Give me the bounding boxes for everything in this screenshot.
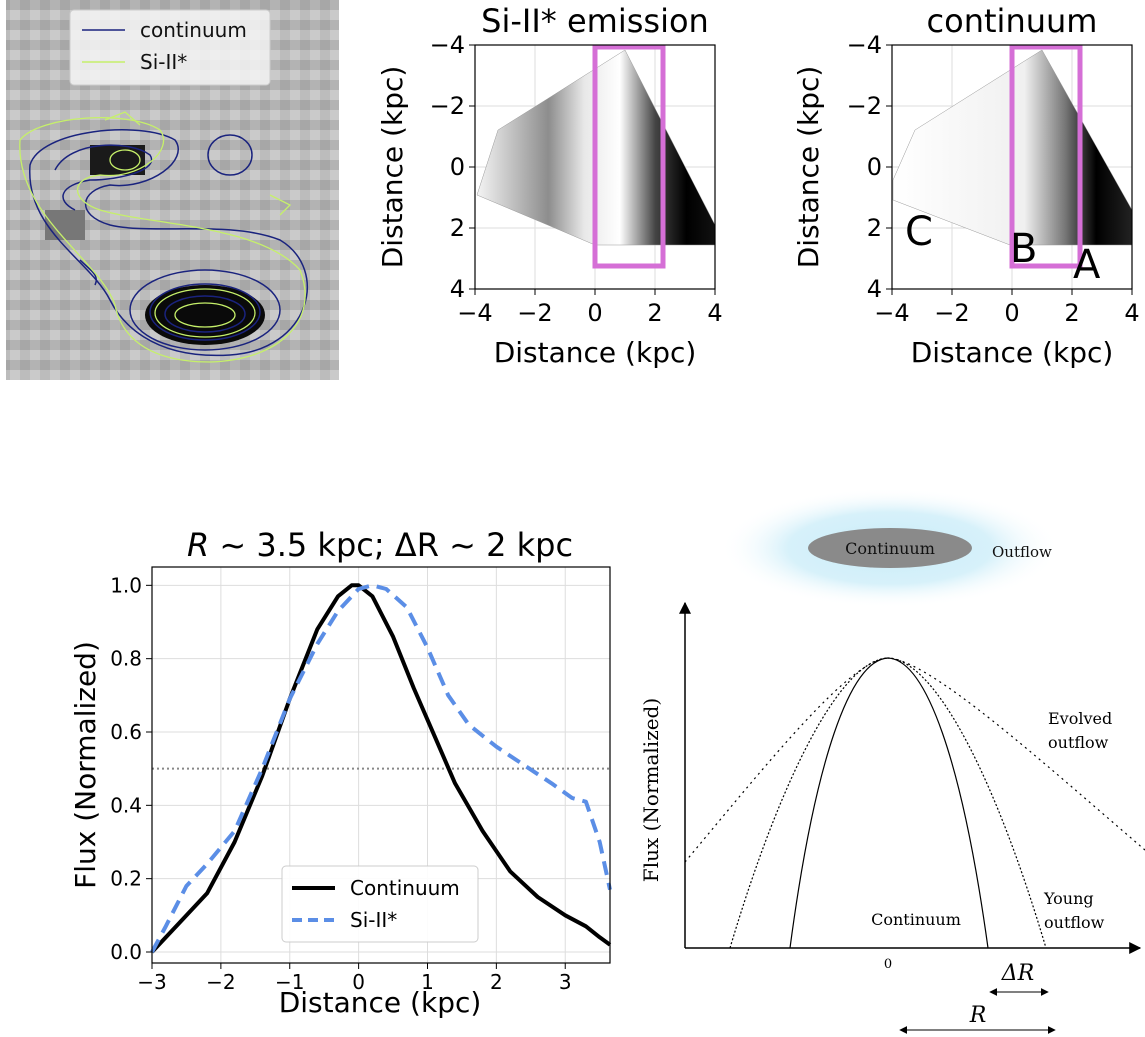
si-map-xtick-label: −4 <box>457 299 492 327</box>
profile-ylabel: Flux (Normalized) <box>69 641 102 889</box>
continuum-map-ytick-label: −4 <box>847 31 882 59</box>
continuum-map-xtick-label: 0 <box>1004 299 1019 327</box>
profile-series <box>150 583 612 954</box>
continuum-map-xticks: −4 −2 0 2 4 <box>874 289 1140 327</box>
continuum-map-title: continuum <box>927 2 1098 40</box>
si-map-xlabel: Distance (kpc) <box>494 336 697 369</box>
profile-xtick-label: 1 <box>421 970 434 994</box>
profile-xtick-label: 3 <box>559 970 572 994</box>
si-contours <box>19 111 306 363</box>
continuum-map-xtick-label: −4 <box>874 299 909 327</box>
dark-blobs <box>45 145 265 345</box>
profile-panel: R ~ 3.5 kpc; ΔR ~ 2 kpc −3 −2 −1 0 1 2 3 0.00.… <box>69 526 612 1019</box>
si-map-ytick-label: −4 <box>430 31 465 59</box>
profile-xticks: −3 −2 −1 0 1 2 3 <box>137 963 572 994</box>
profile-legend <box>281 865 479 943</box>
evolved-label-1: Evolved <box>1048 709 1112 728</box>
profile-legend-label-continuum: Continuum <box>350 876 460 900</box>
continuum-map-xtick-label: 4 <box>1124 299 1139 327</box>
si-series-line <box>150 583 612 953</box>
si-map-xtick-label: −2 <box>517 299 552 327</box>
continuum-map-box <box>1009 44 1083 269</box>
profile-yticks: 0.0 0.2 0.4 0.6 0.8 1.0 <box>110 573 152 964</box>
profile-ytick-label: 0.6 <box>110 720 142 744</box>
si-map-ylabel: Distance (kpc) <box>376 66 409 269</box>
si-map-yticks: −4 −2 0 2 4 <box>430 31 475 303</box>
continuum-map-panel: continuum A B C −4 −2 0 2 4 −4 −2 0 2 4 Distance… <box>792 2 1140 369</box>
continuum-map-ytick-label: 2 <box>867 214 882 242</box>
continuum-map-ytick-label: −2 <box>847 92 882 120</box>
image-panel: continuum Si-II* <box>6 0 339 380</box>
profile-legend-label-si: Si-II* <box>350 908 397 932</box>
continuum-map-xtick-label: −2 <box>934 299 969 327</box>
si-map-xtick-label: 0 <box>587 299 602 327</box>
label-a: A <box>1073 242 1101 288</box>
profile-title-dr: ΔR <box>395 526 439 564</box>
continuum-contours <box>29 129 308 357</box>
schematic-ylabel: Flux (Normalized) <box>639 698 663 882</box>
profile-ytick-label: 0.0 <box>110 940 142 964</box>
si-map-panel: Si-II* emission −4 −2 0 2 4 −4 −2 0 2 4 Distance… <box>376 2 723 369</box>
profile-xtick-label: −2 <box>206 970 235 994</box>
evolved-label-2: outflow <box>1048 733 1109 752</box>
profile-frame <box>151 566 611 964</box>
profile-title-end: ~ 2 kpc <box>439 526 573 564</box>
si-map-ytick-label: 4 <box>450 275 465 303</box>
si-map-title: Si-II* emission <box>481 2 709 40</box>
continuum-map-ytick-label: 4 <box>867 275 882 303</box>
profile-xtick-label: 2 <box>490 970 503 994</box>
legend-label-si: Si-II* <box>140 50 187 74</box>
si-map-xtick-label: 2 <box>647 299 662 327</box>
schematic-continuum-label: Continuum <box>871 910 961 929</box>
label-b: B <box>1010 226 1037 272</box>
schematic-xtick: 0 <box>884 957 892 972</box>
cloud-outflow-label: Outflow <box>992 543 1052 561</box>
legend-label-continuum: continuum <box>140 18 247 42</box>
continuum-curve <box>789 657 989 949</box>
profile-ytick-label: 0.2 <box>110 867 142 891</box>
continuum-map-yticks: −4 −2 0 2 4 <box>847 31 892 303</box>
si-map-ytick-label: −2 <box>430 92 465 120</box>
profile-ytick-label: 1.0 <box>110 573 142 597</box>
continuum-series-line <box>150 583 612 954</box>
si-map-ytick-label: 0 <box>450 153 465 181</box>
young-label-1: Young <box>1043 889 1094 908</box>
si-map-box <box>592 44 666 269</box>
profile-title-r: R <box>187 526 209 564</box>
continuum-ellipse <box>808 528 972 568</box>
profile-title-mid: ~ 3.5 kpc; <box>209 526 395 564</box>
continuum-map-ylabel: Distance (kpc) <box>792 66 825 269</box>
profile-ytick-label: 0.8 <box>110 647 142 671</box>
schematic-panel: Continuum Outflow Flux (Normalized) 0 Co… <box>639 488 1145 1034</box>
profile-xlabel: Distance (kpc) <box>279 986 482 1019</box>
label-c: C <box>905 209 933 255</box>
profile-xtick-label: −3 <box>137 970 166 994</box>
legend-box <box>69 9 271 86</box>
profile-xtick-label: −1 <box>275 970 304 994</box>
si-map-ytick-label: 2 <box>450 214 465 242</box>
si-map-xticks: −4 −2 0 2 4 <box>457 289 723 327</box>
young-outflow-curve <box>729 657 1047 949</box>
young-label-2: outflow <box>1044 913 1105 932</box>
continuum-map-xtick-label: 2 <box>1064 299 1079 327</box>
continuum-map-xlabel: Distance (kpc) <box>911 336 1114 369</box>
profile-title: R ~ 3.5 kpc; ΔR ~ 2 kpc <box>187 526 573 564</box>
delta-r-label: ΔR <box>1001 961 1034 986</box>
profile-ytick-label: 0.4 <box>110 793 142 817</box>
continuum-map-ytick-label: 0 <box>867 153 882 181</box>
r-label: R <box>969 1003 987 1028</box>
si-map-xtick-label: 4 <box>707 299 722 327</box>
evolved-outflow-curve <box>684 657 1145 863</box>
cloud-continuum-label: Continuum <box>845 539 935 558</box>
profile-xtick-label: 0 <box>352 970 365 994</box>
